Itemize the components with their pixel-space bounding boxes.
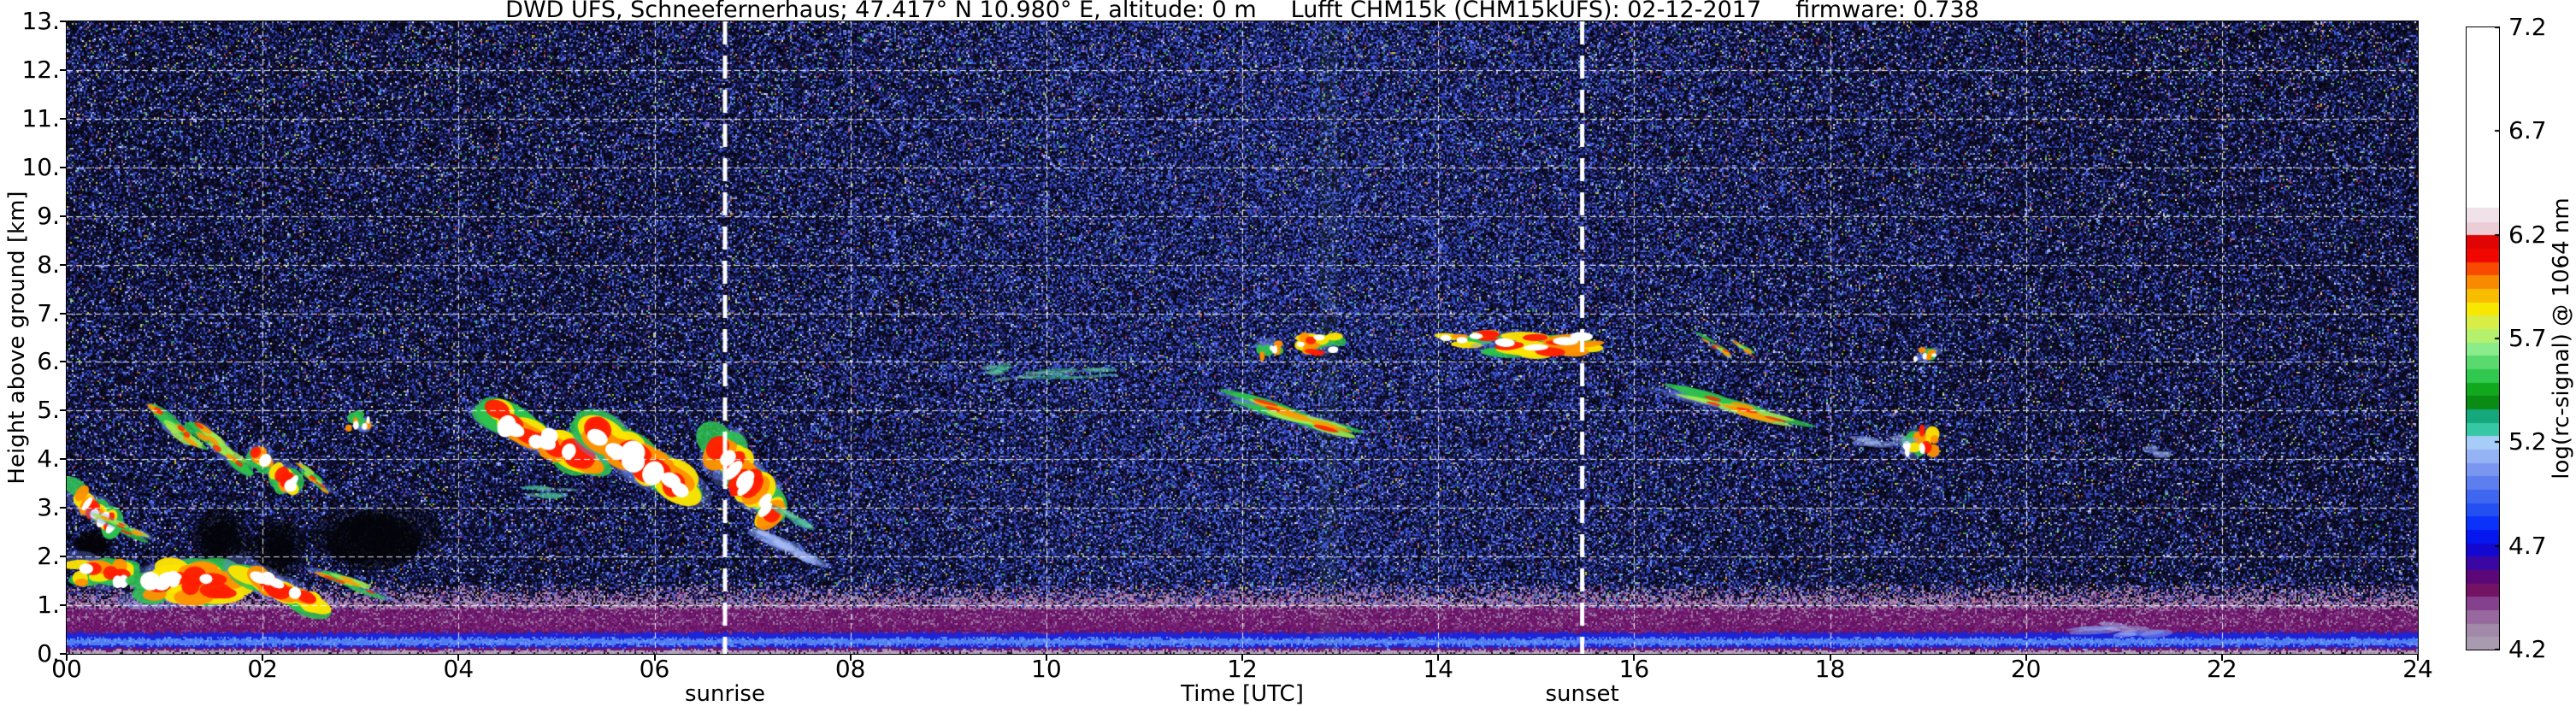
x-tick-mark	[1829, 655, 1831, 661]
y-tick-mark	[60, 604, 66, 607]
title-site: DWD UFS, Schneefernerhaus; 47.417° N 10.…	[505, 0, 1257, 23]
y-tick-mark	[60, 21, 66, 22]
title-instrument: Lufft CHM15k (CHM15kUFS): 02-12-2017	[1290, 0, 1762, 23]
y-tick-label: 11.	[21, 103, 60, 132]
x-tick-label: 14	[1423, 655, 1453, 683]
x-tick-label: 18	[1814, 655, 1846, 683]
y-tick-mark	[60, 166, 66, 168]
x-tick-mark	[1633, 655, 1636, 661]
x-tick-mark	[849, 655, 852, 661]
x-tick-mark	[1241, 655, 1243, 661]
y-tick-label: 1.	[37, 591, 60, 620]
x-tick-label: 24	[2402, 655, 2433, 683]
y-tick-label: 13.	[21, 7, 60, 35]
colorbar-tick-label: 4.2	[2508, 635, 2547, 663]
colorbar-tick-label: 5.7	[2508, 324, 2547, 352]
x-tick-label: 02	[247, 655, 278, 683]
y-tick-label: 7.	[37, 298, 60, 327]
x-tick-label: 12	[1227, 655, 1258, 683]
colorbar-label: log(rc-signal) @ 1064 nm	[2549, 197, 2574, 479]
colorbar-tick-label: 4.7	[2508, 531, 2547, 560]
colorbar-tick-label: 6.2	[2508, 220, 2547, 249]
x-tick-label: 08	[834, 655, 866, 683]
y-tick-label: 8.	[37, 250, 60, 279]
sunset-annotation: sunset	[1545, 681, 1619, 706]
y-axis-label: Height above ground [km]	[4, 191, 30, 485]
y-tick-mark	[60, 409, 66, 412]
y-tick-mark	[60, 458, 66, 461]
y-tick-mark	[60, 556, 66, 558]
y-tick-label: 3.	[37, 493, 60, 522]
x-tick-mark	[2417, 655, 2419, 661]
x-tick-mark	[2220, 655, 2223, 661]
y-tick-mark	[60, 312, 66, 315]
x-tick-mark	[2025, 655, 2027, 661]
plot-area	[66, 21, 2419, 655]
x-tick-mark	[653, 655, 656, 661]
y-tick-label: 9.	[37, 201, 60, 230]
y-tick-label: 0.	[37, 639, 60, 668]
colorbar-tick-label: 7.2	[2508, 13, 2547, 41]
sunrise-annotation: sunrise	[685, 681, 765, 706]
x-tick-mark	[1045, 655, 1047, 661]
y-tick-mark	[60, 653, 66, 655]
y-tick-mark	[60, 361, 66, 363]
heatmap-canvas	[67, 21, 2418, 654]
x-tick-label: 00	[51, 655, 82, 683]
y-tick-label: 5.	[37, 396, 60, 425]
x-tick-label: 04	[443, 655, 475, 683]
x-tick-label: 16	[1618, 655, 1650, 683]
y-tick-label: 10.	[21, 152, 60, 181]
x-tick-mark	[1437, 655, 1440, 661]
figure-title: DWD UFS, Schneefernerhaus; 47.417° N 10.…	[67, 0, 2418, 23]
y-tick-mark	[60, 507, 66, 509]
colorbar-tick-label: 5.2	[2508, 427, 2547, 456]
x-tick-label: 06	[639, 655, 670, 683]
y-tick-mark	[60, 263, 66, 266]
x-axis-label: Time [UTC]	[1181, 681, 1304, 706]
colorbar-canvas	[2467, 27, 2499, 650]
colorbar-tick-label: 6.7	[2508, 116, 2547, 145]
colorbar	[2466, 26, 2500, 650]
x-tick-mark	[457, 655, 460, 661]
y-tick-label: 4.	[37, 444, 60, 474]
x-tick-label: 10	[1031, 655, 1062, 683]
y-tick-label: 6.	[37, 347, 60, 376]
x-tick-label: 22	[2207, 655, 2237, 683]
y-tick-mark	[60, 215, 66, 217]
x-tick-mark	[262, 655, 264, 661]
x-tick-mark	[66, 655, 68, 661]
x-tick-label: 20	[2010, 655, 2042, 683]
y-tick-mark	[60, 68, 66, 71]
y-tick-label: 2.	[37, 542, 60, 571]
title-firmware: firmware: 0.738	[1795, 0, 1979, 23]
y-tick-mark	[60, 117, 66, 120]
y-tick-label: 12.	[21, 55, 60, 84]
